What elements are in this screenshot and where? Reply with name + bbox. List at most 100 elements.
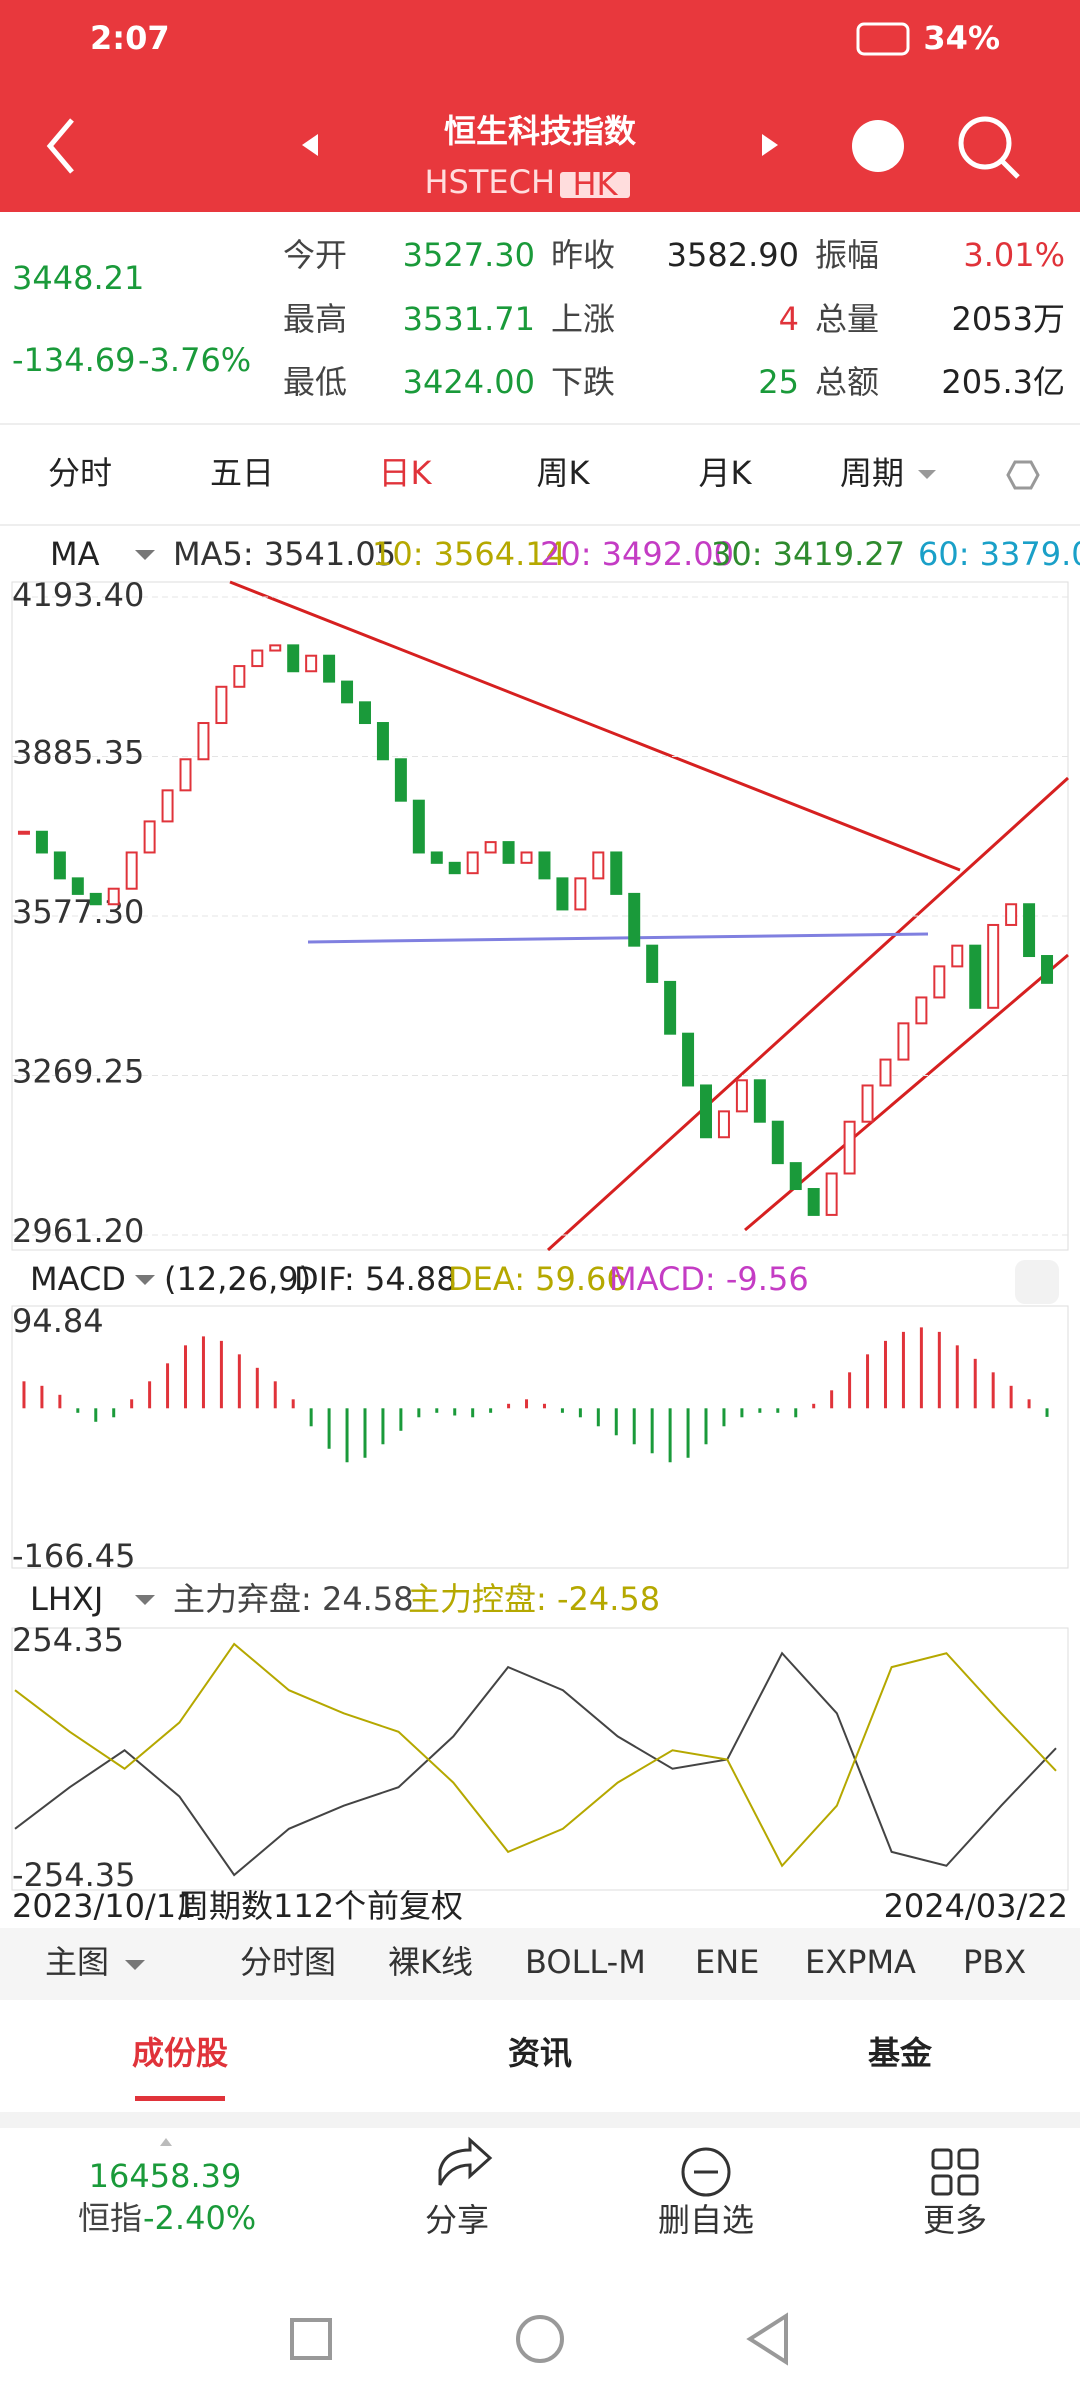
field-value: 3582.90	[667, 236, 799, 274]
indicator[interactable]: EXPMA	[805, 1943, 916, 1981]
tab[interactable]: 五日	[210, 454, 274, 492]
back-nav[interactable]	[746, 2312, 788, 2366]
y-tick-label: -166.45	[12, 1537, 136, 1575]
indicator[interactable]: ENE	[695, 1943, 759, 1981]
candle	[807, 1188, 820, 1216]
field-label: 总量	[815, 300, 879, 338]
candle	[376, 722, 389, 761]
start-date: 2023/10/11	[12, 1887, 196, 1925]
y-tick-label: 254.35	[12, 1621, 124, 1659]
candle	[269, 644, 282, 652]
candle	[53, 851, 66, 880]
field-value: 3527.30	[403, 236, 535, 274]
legend-entry: 主力弃盘: 24.58	[173, 1580, 414, 1618]
lhxj-frame	[11, 1627, 1069, 1891]
candle	[951, 944, 964, 968]
nav-item[interactable]: 更多	[923, 2201, 987, 2239]
ma-item: 60: 3379.08	[918, 535, 1080, 573]
candle	[233, 665, 246, 688]
tab[interactable]: 周期	[840, 454, 904, 492]
search[interactable]	[958, 116, 1012, 170]
index-value: 16458.39	[89, 2157, 242, 2195]
candle	[843, 1120, 856, 1175]
badge-bg	[560, 172, 630, 198]
period-count: 周期数112个	[177, 1887, 366, 1925]
header-bg	[0, 0, 1080, 212]
candle	[682, 1032, 695, 1087]
dif: DIF: 54.88	[294, 1260, 457, 1298]
tab[interactable]: 日K	[379, 454, 433, 492]
nav-item[interactable]: 删自选	[658, 2201, 754, 2239]
candle	[969, 944, 982, 1009]
field-value: 25	[758, 363, 799, 401]
ma-item: 20: 3492.00	[540, 535, 734, 573]
next[interactable]	[762, 134, 778, 156]
change-pct: -3.76%	[138, 341, 251, 379]
change: -134.69	[12, 341, 136, 379]
candle	[664, 980, 677, 1035]
field-value: 3.01%	[963, 236, 1065, 274]
bottom-tab[interactable]: 基金	[868, 2034, 933, 2072]
remove-icon[interactable]	[681, 2147, 731, 2197]
ma-label: MA	[50, 535, 100, 573]
indicator[interactable]: 主图	[45, 1943, 109, 1981]
dropdown[interactable]	[135, 550, 155, 560]
tab[interactable]: 月K	[699, 454, 753, 492]
candle	[17, 830, 30, 835]
field-value: 4	[779, 300, 799, 338]
share-icon[interactable]	[438, 2136, 493, 2186]
indicator-bar	[0, 1928, 1080, 2000]
ma-item: 30: 3419.27	[711, 535, 905, 573]
y-tick-label: 3577.30	[12, 893, 144, 931]
indicator[interactable]: BOLL-M	[525, 1943, 646, 1981]
prev[interactable]	[302, 134, 318, 156]
indicator[interactable]: 裸K线	[388, 1943, 473, 1981]
more-icon[interactable]	[931, 2148, 979, 2196]
dea: DEA: 59.66	[448, 1260, 627, 1298]
badge: HK	[572, 165, 618, 203]
price-frame	[11, 581, 1069, 1251]
candle	[287, 644, 300, 673]
dropdown[interactable]	[135, 1595, 155, 1605]
y-tick-label: 3269.25	[12, 1053, 144, 1091]
field-label: 最高	[283, 300, 347, 338]
battery: 34%	[923, 19, 1000, 57]
candle	[502, 841, 515, 864]
candle	[484, 841, 497, 854]
price: 3448.21	[12, 259, 144, 297]
candle	[125, 851, 138, 890]
recent[interactable]	[290, 2318, 332, 2360]
field-label: 昨收	[551, 236, 615, 274]
mascot[interactable]	[852, 120, 904, 172]
y-tick-label: 94.84	[12, 1302, 104, 1340]
settings[interactable]	[1006, 460, 1040, 490]
nav-item[interactable]: 分享	[425, 2201, 489, 2239]
index-label: 恒指	[78, 2199, 142, 2237]
tab[interactable]: 周K	[537, 454, 591, 492]
home[interactable]	[516, 2315, 564, 2363]
dropdown[interactable]	[125, 1960, 145, 1970]
candle	[358, 701, 371, 725]
candle	[753, 1079, 766, 1123]
battery-icon	[856, 22, 910, 56]
candle	[89, 892, 102, 906]
indicator[interactable]: PBX	[963, 1943, 1026, 1981]
y-tick-label: 2961.20	[12, 1212, 144, 1250]
y-tick-label: -254.35	[12, 1856, 136, 1894]
indicator[interactable]: 分时图	[240, 1943, 336, 1981]
expand[interactable]	[1015, 1260, 1059, 1304]
bottom-tab[interactable]: 成份股	[132, 2034, 228, 2072]
field-value: 3531.71	[403, 300, 535, 338]
back[interactable]	[46, 118, 74, 174]
candle	[987, 923, 1000, 1009]
candle	[646, 944, 659, 983]
tab[interactable]: 分时	[48, 454, 112, 492]
candle	[1041, 955, 1054, 984]
bottom-tab[interactable]: 资讯	[508, 2034, 572, 2072]
candle	[143, 820, 156, 854]
candle	[556, 877, 569, 911]
dropdown[interactable]	[135, 1275, 155, 1285]
candle	[771, 1120, 784, 1165]
